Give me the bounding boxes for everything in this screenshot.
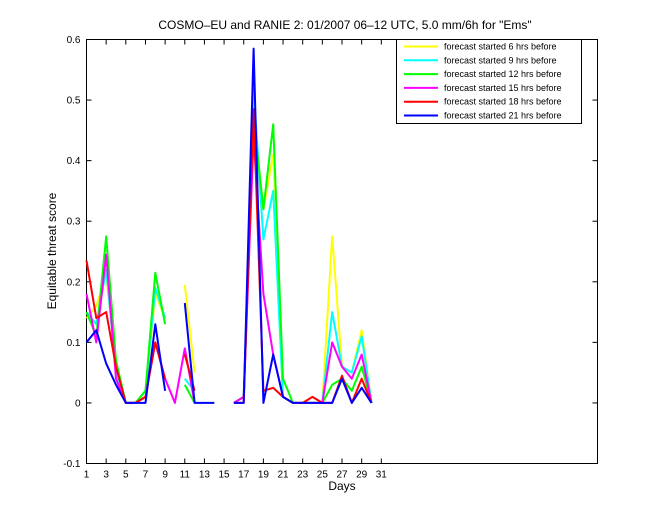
- y-axis: -0.1 0 0.1 0.2 0.3 0.4 0.5 0.6: [63, 35, 598, 470]
- legend-box: [396, 39, 582, 124]
- y-tick-label: 0.5: [67, 96, 81, 107]
- y-tick-label: 0.2: [67, 277, 81, 288]
- legend-item: forecast started 21 hrs before: [404, 111, 562, 121]
- y-tick-label: 0.4: [67, 156, 81, 167]
- series-line: [85, 323, 167, 404]
- legend-item: forecast started 6 hrs before: [404, 42, 557, 52]
- x-axis: 1 3 5 7 9 11 13 15 17 19 21 23 25 27 29 31: [84, 39, 388, 481]
- x-tick-label: 27: [336, 470, 348, 481]
- x-tick-label: 9: [162, 470, 168, 481]
- legend-label: forecast started 9 hrs before: [444, 55, 557, 65]
- y-axis-label: Equitable threat score: [45, 192, 59, 309]
- legend-item: forecast started 18 hrs before: [404, 97, 562, 107]
- x-tick-label: 5: [123, 470, 129, 481]
- y-tick-label: 0.3: [67, 217, 81, 228]
- series-line: [183, 284, 196, 373]
- series-6: [85, 47, 373, 404]
- legend-item: forecast started 12 hrs before: [404, 69, 562, 79]
- x-tick-label: 19: [258, 470, 270, 481]
- legend-label: forecast started 18 hrs before: [444, 97, 562, 107]
- x-axis-label: Days: [328, 479, 355, 493]
- x-tick-label: 15: [219, 470, 231, 481]
- y-tick-label: 0.1: [67, 338, 81, 349]
- x-tick-label: 13: [199, 470, 211, 481]
- chart-title: COSMO–EU and RANIE 2: 01/2007 06–12 UTC,…: [158, 18, 531, 32]
- legend-label: forecast started 15 hrs before: [444, 83, 562, 93]
- series-line: [183, 384, 196, 404]
- legend-label: forecast started 21 hrs before: [444, 111, 562, 121]
- legend: forecast started 6 hrs before forecast st…: [396, 39, 582, 124]
- legend-item: forecast started 9 hrs before: [404, 55, 557, 65]
- legend-label: forecast started 6 hrs before: [444, 42, 557, 52]
- x-tick-label: 25: [317, 470, 329, 481]
- series-lines: [85, 47, 373, 404]
- legend-item: forecast started 15 hrs before: [404, 83, 562, 93]
- series-line: [233, 47, 373, 404]
- x-tick-label: 17: [238, 470, 250, 481]
- x-tick-label: 11: [180, 470, 191, 481]
- x-tick-label: 29: [356, 470, 368, 481]
- x-tick-label: 31: [376, 470, 388, 481]
- y-tick-label: 0: [75, 398, 81, 409]
- x-tick-label: 23: [297, 470, 309, 481]
- x-tick-label: 7: [143, 470, 149, 481]
- x-tick-label: 3: [103, 470, 109, 481]
- series-line: [183, 302, 215, 404]
- y-tick-label: -0.1: [63, 459, 81, 470]
- x-tick-label: 21: [277, 470, 289, 481]
- legend-label: forecast started 12 hrs before: [444, 69, 562, 79]
- x-tick-label: 1: [84, 470, 90, 481]
- y-tick-label: 0.6: [67, 35, 81, 46]
